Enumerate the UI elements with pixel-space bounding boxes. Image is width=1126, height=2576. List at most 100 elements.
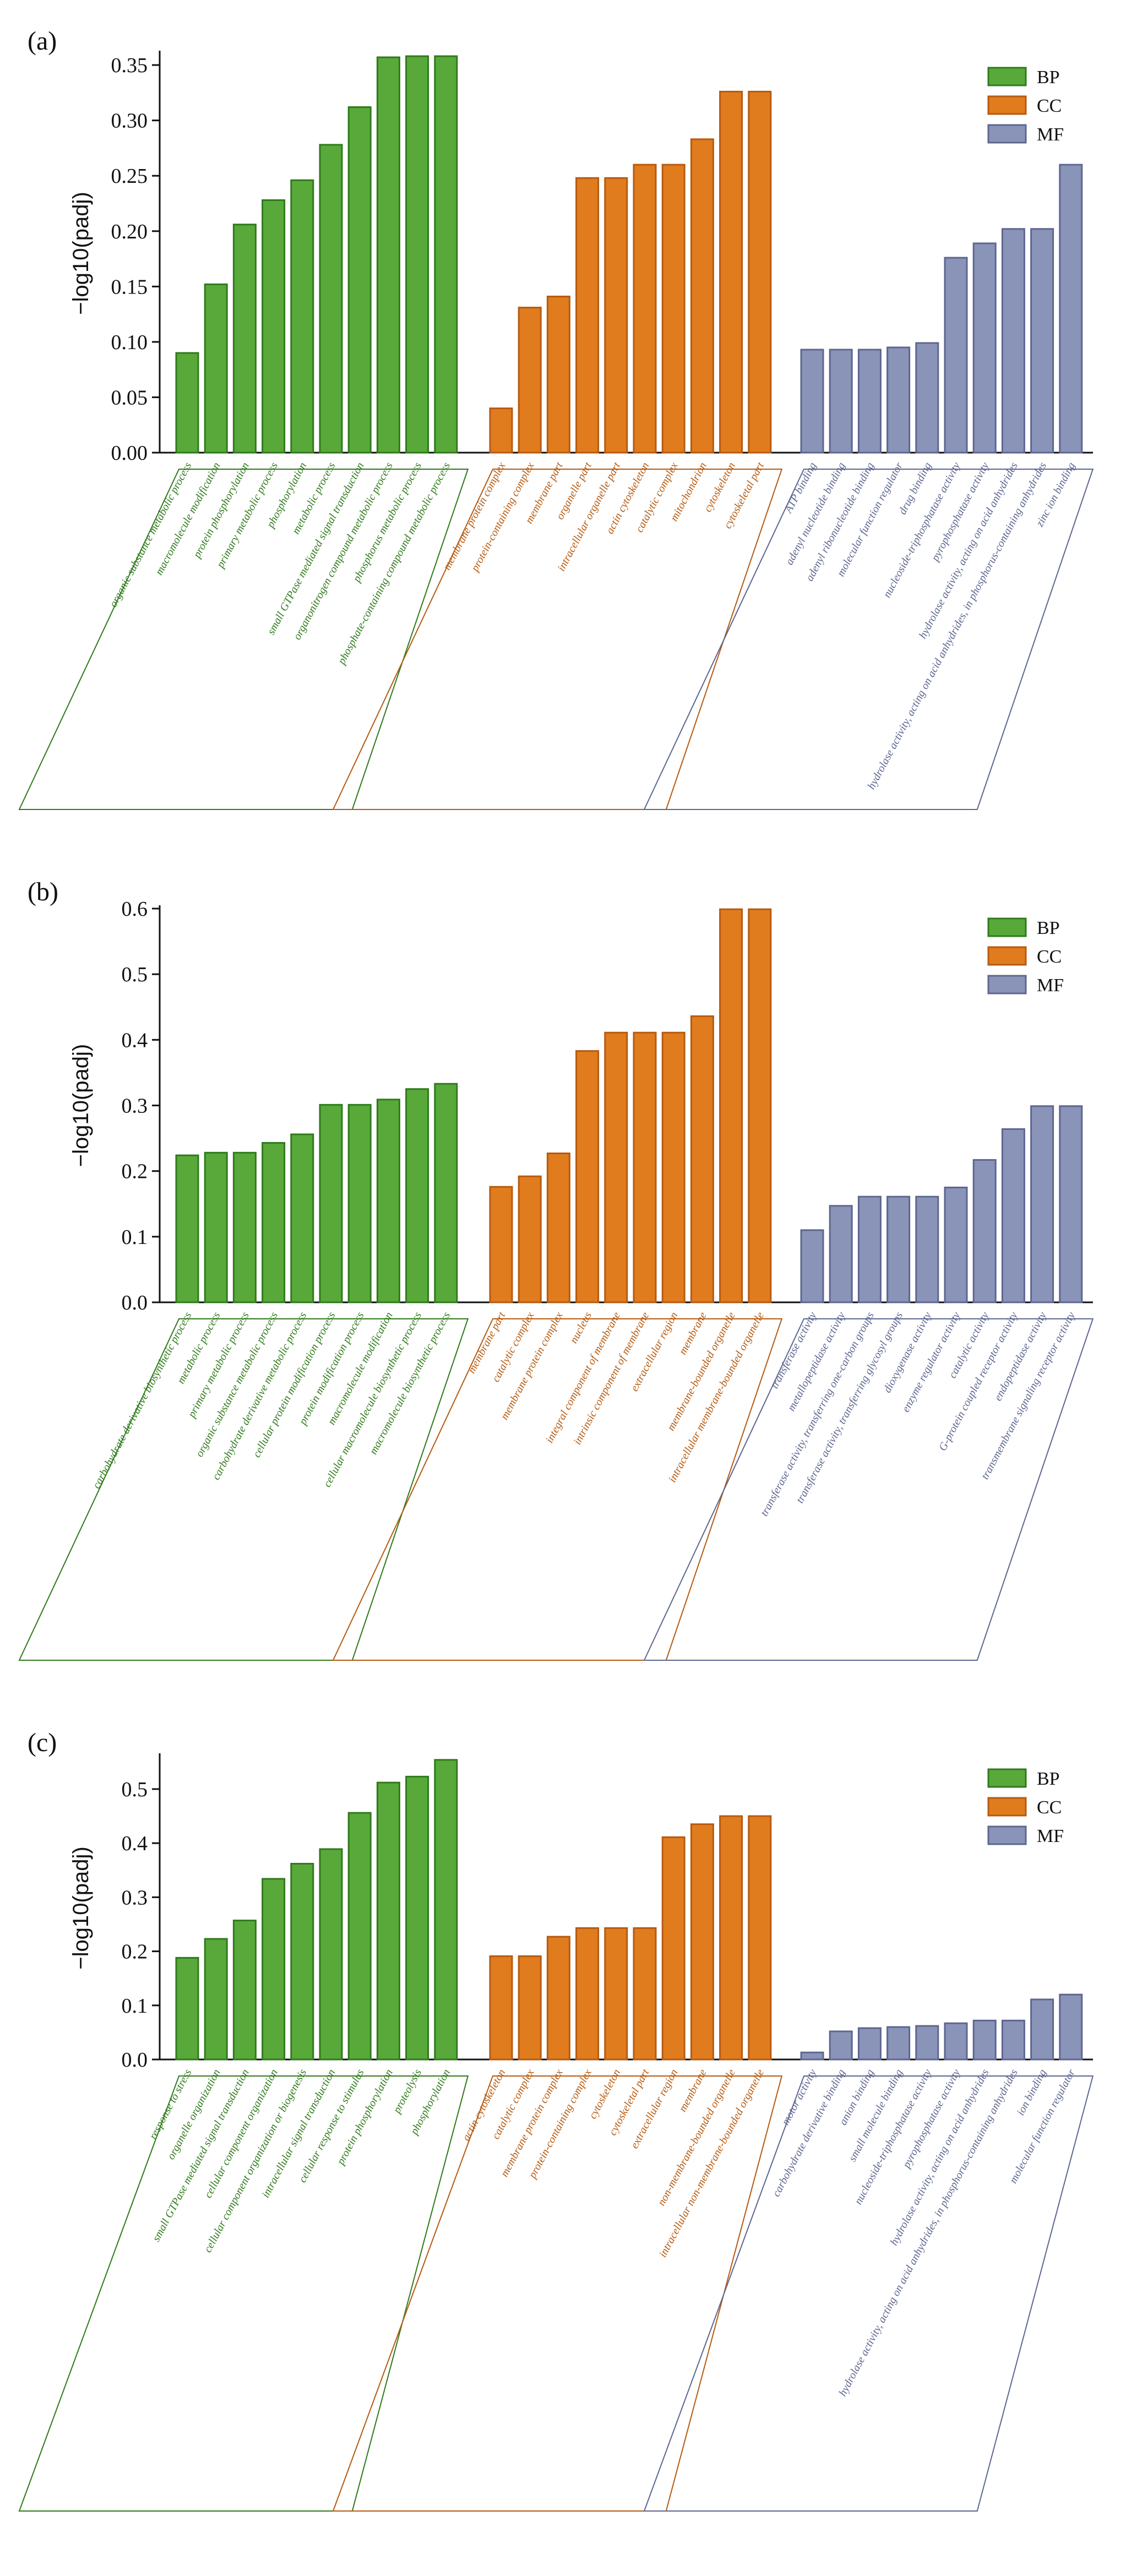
bar[interactable] [633, 1031, 657, 1303]
bar[interactable] [748, 1815, 772, 2061]
y-tick-label: 0.3 [122, 1095, 148, 1118]
bar[interactable] [175, 1154, 199, 1303]
bar[interactable] [347, 106, 372, 454]
bar[interactable] [719, 90, 743, 454]
bar[interactable] [204, 1938, 228, 2061]
bar[interactable] [915, 342, 939, 454]
bar[interactable] [434, 1759, 458, 2061]
bar[interactable] [575, 1050, 600, 1303]
bar[interactable] [262, 1878, 286, 2061]
bar[interactable] [972, 1159, 997, 1303]
bar[interactable] [1059, 164, 1083, 454]
legend-label-cc: CC [1037, 1797, 1062, 1818]
bar[interactable] [319, 1104, 343, 1303]
bar[interactable] [347, 1104, 372, 1303]
bar[interactable] [434, 1083, 458, 1303]
bar[interactable] [319, 144, 343, 454]
bar[interactable] [690, 1015, 714, 1303]
bar[interactable] [518, 307, 542, 454]
bar[interactable] [290, 1862, 314, 2061]
bar[interactable] [290, 1133, 314, 1303]
bar[interactable] [1030, 1998, 1054, 2061]
bar[interactable] [1030, 228, 1054, 454]
bar[interactable] [1059, 1993, 1083, 2061]
bar[interactable] [661, 1031, 686, 1303]
bar[interactable] [886, 2026, 911, 2061]
bar[interactable] [290, 179, 314, 454]
bar[interactable] [1059, 1105, 1083, 1303]
bar[interactable] [232, 1151, 257, 1303]
bar[interactable] [944, 1186, 968, 1303]
bar[interactable] [886, 346, 911, 454]
bar[interactable] [376, 56, 400, 454]
bar[interactable] [857, 349, 882, 454]
bar[interactable] [376, 1099, 400, 1303]
bar[interactable] [800, 2051, 824, 2061]
bar[interactable] [319, 1848, 343, 2061]
panel-label: (c) [28, 1728, 57, 1757]
bar[interactable] [719, 1815, 743, 2061]
bar[interactable] [886, 1195, 911, 1303]
bar[interactable] [829, 1205, 853, 1303]
y-axis-label: −log10(padj) [69, 192, 93, 315]
bar[interactable] [915, 2025, 939, 2061]
bar[interactable] [262, 199, 286, 454]
bar[interactable] [518, 1955, 542, 2061]
legend-swatch-mf [987, 124, 1027, 144]
bar[interactable] [405, 1775, 429, 2061]
bar[interactable] [232, 1920, 257, 2061]
bar[interactable] [546, 295, 570, 454]
bar[interactable] [800, 1229, 824, 1303]
bar[interactable] [829, 2030, 853, 2061]
bar[interactable] [915, 1195, 939, 1303]
bar[interactable] [661, 164, 686, 454]
bar[interactable] [405, 1088, 429, 1303]
bar[interactable] [204, 283, 228, 454]
bar[interactable] [633, 1927, 657, 2061]
bar[interactable] [829, 349, 853, 454]
bar[interactable] [575, 177, 600, 454]
bar[interactable] [204, 1151, 228, 1303]
y-tick-label: 0.3 [122, 1886, 148, 1909]
y-tick-label: 0.00 [111, 442, 148, 465]
bar[interactable] [972, 242, 997, 454]
bar[interactable] [175, 1957, 199, 2061]
bar[interactable] [604, 177, 628, 454]
bar[interactable] [175, 352, 199, 454]
bar[interactable] [748, 908, 772, 1303]
bar[interactable] [690, 138, 714, 454]
bar[interactable] [604, 1031, 628, 1303]
bar[interactable] [575, 1927, 600, 2061]
bar[interactable] [719, 908, 743, 1303]
legend-swatch-bp [987, 67, 1027, 86]
bar[interactable] [661, 1836, 686, 2061]
bar[interactable] [857, 1195, 882, 1303]
bar[interactable] [690, 1823, 714, 2061]
bar[interactable] [232, 224, 257, 454]
bar[interactable] [489, 1955, 513, 2061]
bar[interactable] [262, 1142, 286, 1303]
bar[interactable] [434, 55, 458, 454]
bar[interactable] [944, 257, 968, 454]
bar[interactable] [347, 1812, 372, 2061]
bar[interactable] [518, 1175, 542, 1303]
bar[interactable] [1001, 2019, 1025, 2061]
bar[interactable] [546, 1936, 570, 2061]
bar[interactable] [857, 2027, 882, 2061]
bar[interactable] [972, 2019, 997, 2061]
bar[interactable] [489, 407, 513, 454]
bar[interactable] [944, 2022, 968, 2061]
bar[interactable] [800, 349, 824, 454]
bar[interactable] [633, 164, 657, 454]
bar[interactable] [405, 55, 429, 454]
bar[interactable] [1030, 1105, 1054, 1303]
bar[interactable] [489, 1186, 513, 1303]
bar[interactable] [546, 1152, 570, 1303]
bar[interactable] [748, 90, 772, 454]
bar[interactable] [1001, 228, 1025, 454]
bar[interactable] [604, 1927, 628, 2061]
bar[interactable] [1001, 1128, 1025, 1303]
bar[interactable] [376, 1781, 400, 2061]
